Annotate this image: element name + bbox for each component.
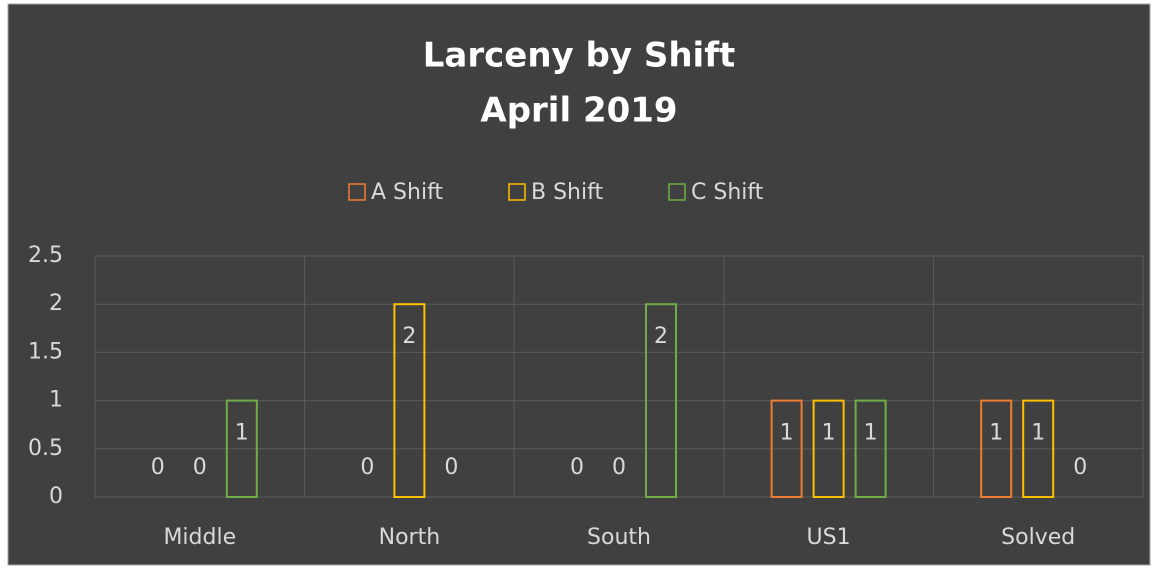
y-tick-label: 2 bbox=[49, 291, 63, 316]
data-label: 1 bbox=[989, 421, 1003, 446]
data-label: 1 bbox=[780, 421, 794, 446]
data-label: 0 bbox=[612, 455, 626, 480]
x-tick-label: Solved bbox=[1001, 525, 1075, 550]
bar bbox=[980, 399, 1013, 499]
data-label: 0 bbox=[1073, 455, 1087, 480]
x-tick-label: US1 bbox=[807, 525, 851, 550]
legend-label: A Shift bbox=[371, 180, 443, 205]
data-label: 2 bbox=[402, 324, 416, 349]
bar bbox=[770, 399, 803, 499]
data-label: 0 bbox=[444, 455, 458, 480]
bar bbox=[1022, 399, 1055, 499]
legend-swatch bbox=[508, 183, 526, 201]
bar bbox=[393, 303, 426, 499]
bar bbox=[645, 303, 677, 499]
y-tick-label: 1.5 bbox=[28, 339, 63, 364]
x-tick-label: Middle bbox=[163, 525, 236, 550]
data-label: 0 bbox=[193, 455, 207, 480]
chart-background bbox=[7, 3, 1151, 566]
legend-swatch bbox=[668, 183, 686, 201]
chart-subtitle: April 2019 bbox=[480, 91, 677, 131]
y-tick-label: 0.5 bbox=[28, 436, 63, 461]
y-tick-label: 2.5 bbox=[28, 243, 63, 268]
data-label: 2 bbox=[654, 324, 668, 349]
legend-label: C Shift bbox=[691, 180, 764, 205]
legend-label: B Shift bbox=[531, 180, 603, 205]
data-label: 0 bbox=[360, 455, 374, 480]
data-label: 1 bbox=[235, 421, 249, 446]
data-label: 0 bbox=[570, 455, 584, 480]
x-tick-label: South bbox=[587, 525, 651, 550]
data-label: 1 bbox=[864, 421, 878, 446]
bar bbox=[225, 399, 258, 499]
data-label: 1 bbox=[1031, 421, 1045, 446]
x-tick-label: North bbox=[379, 525, 441, 550]
data-label: 1 bbox=[822, 421, 836, 446]
legend-swatch bbox=[348, 183, 366, 201]
bar bbox=[854, 399, 887, 499]
chart-title: Larceny by Shift bbox=[423, 36, 736, 76]
y-tick-label: 0 bbox=[49, 484, 63, 509]
y-tick-label: 1 bbox=[49, 388, 63, 413]
bar bbox=[812, 399, 845, 499]
data-label: 0 bbox=[151, 455, 165, 480]
